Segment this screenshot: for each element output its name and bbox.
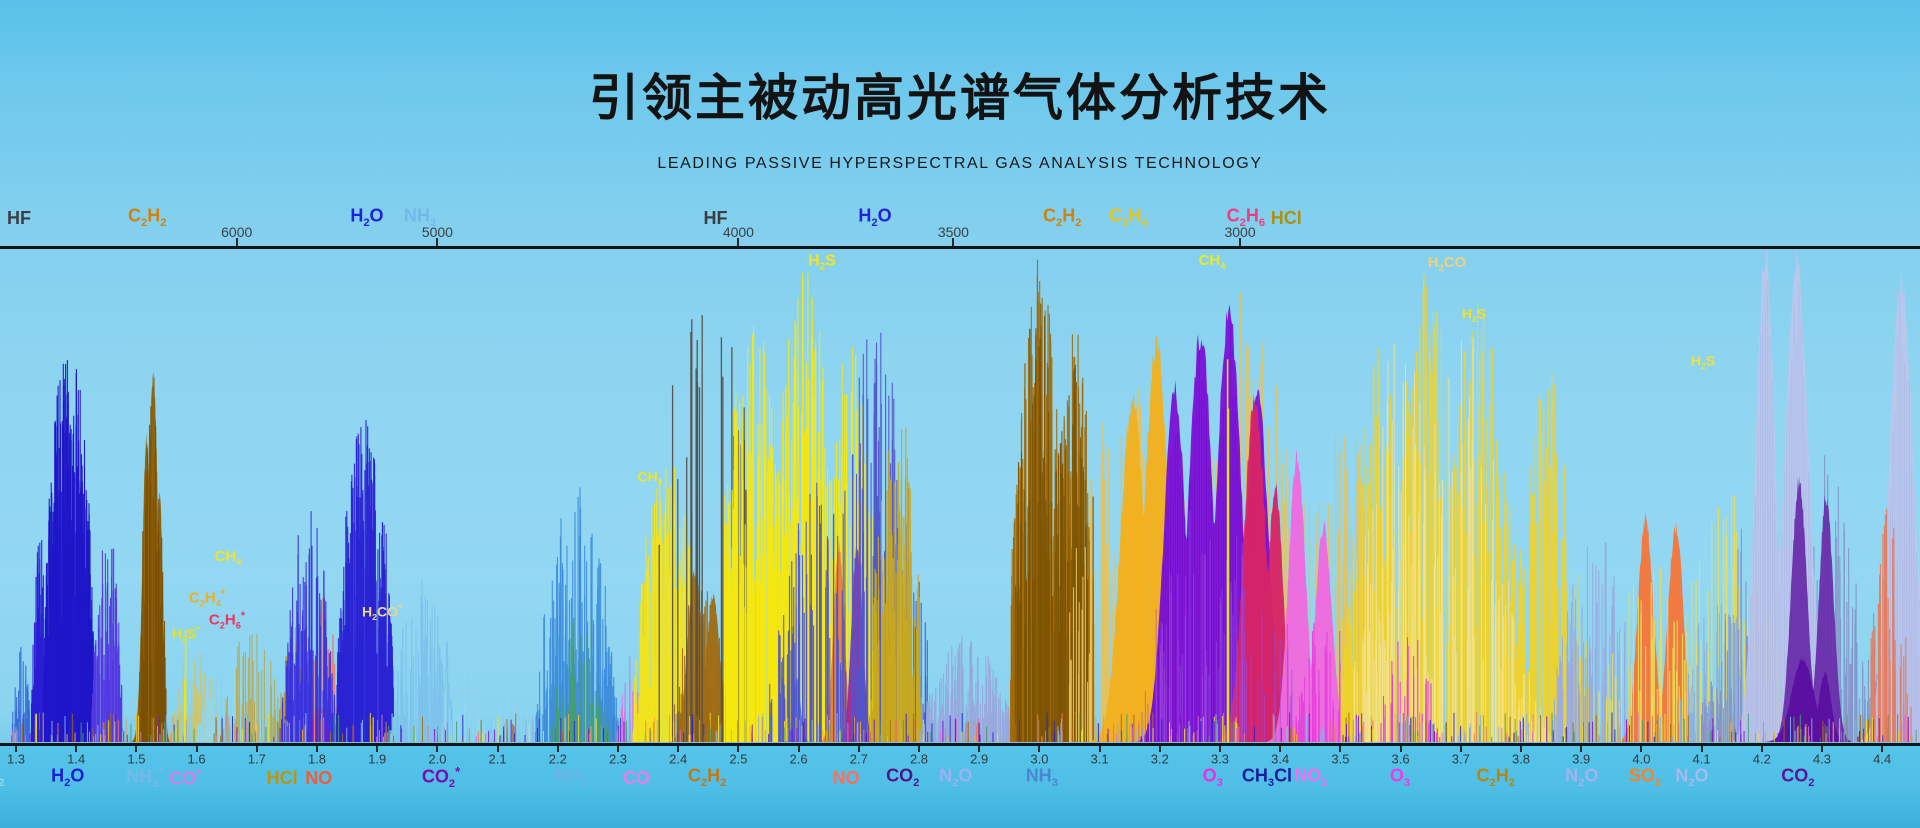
page-subtitle: LEADING PASSIVE HYPERSPECTRAL GAS ANALYS… xyxy=(657,155,1263,172)
page-title: 引领主被动高光谱气体分析技术 xyxy=(589,70,1331,126)
top-axis-line xyxy=(0,246,1920,249)
bottom-axis-line xyxy=(0,743,1920,746)
